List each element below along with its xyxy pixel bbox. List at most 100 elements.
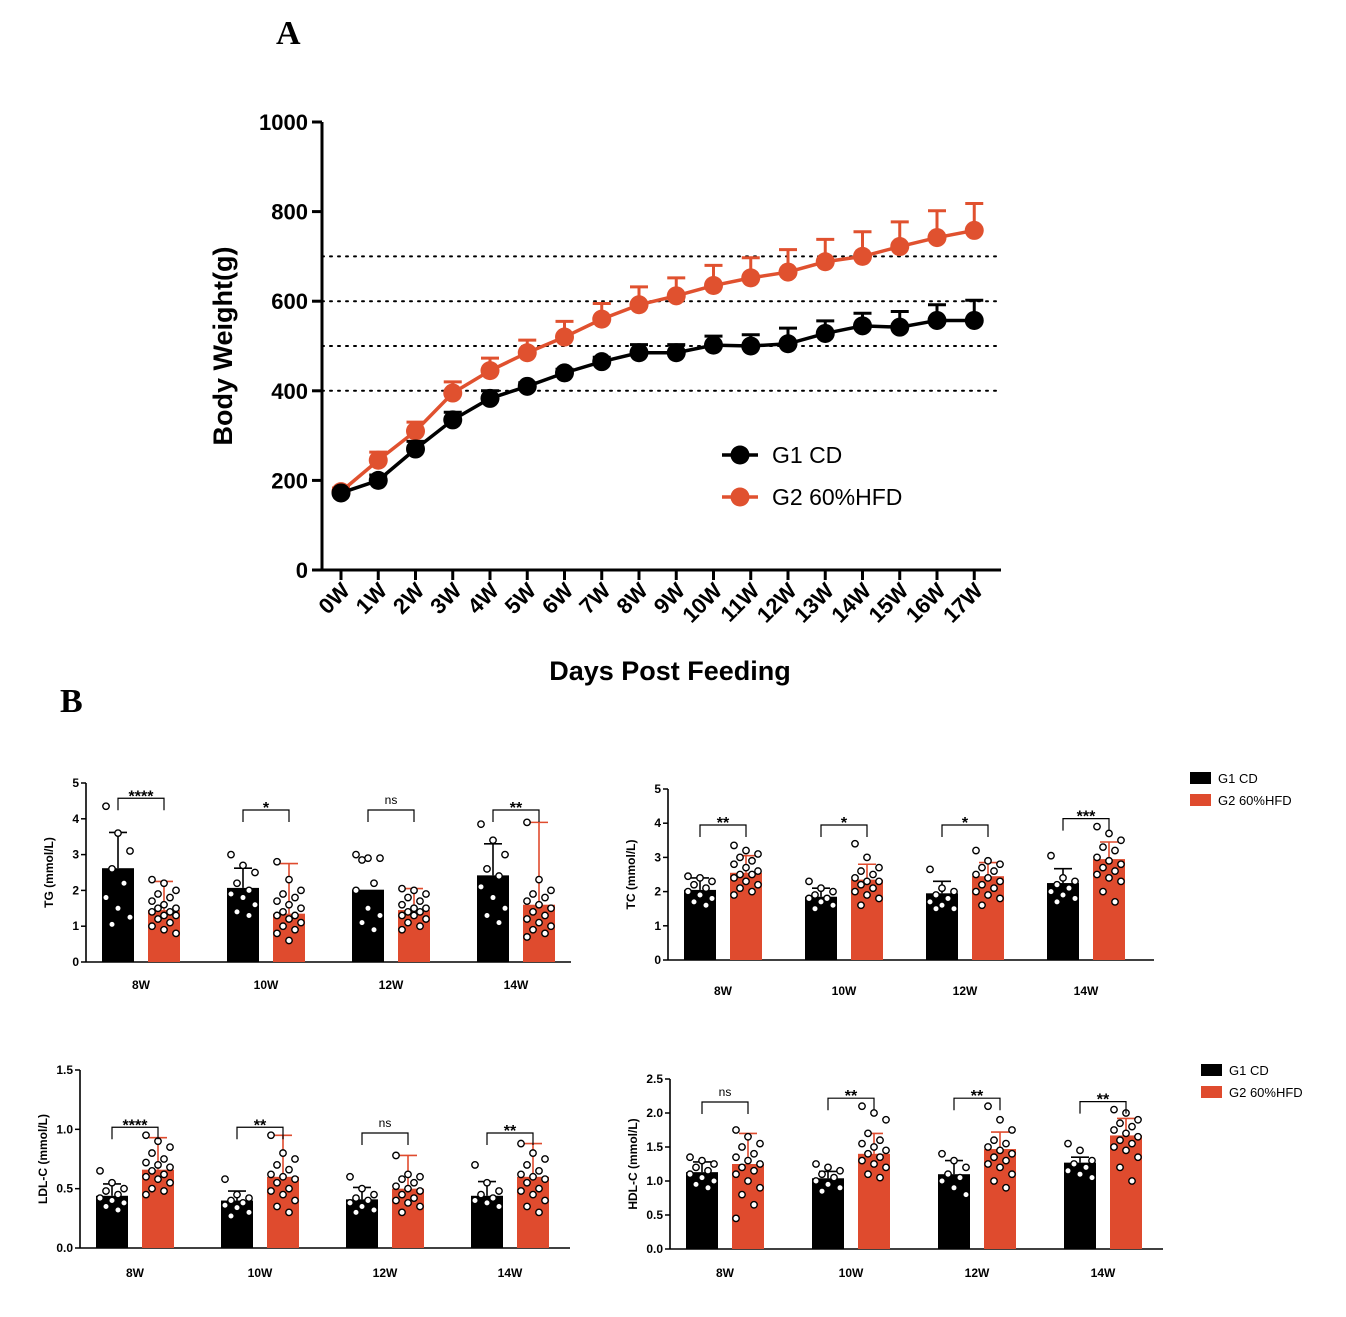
data-point [273,1161,281,1169]
data-point [1099,887,1107,896]
data-point [517,376,537,396]
ldl-bar-chart: 0.0 0.5 1.0 1.5 LDL-C (mmol/L) 8W **** 10W ** 12W… [36,1063,570,1280]
data-point [932,904,940,913]
data-point [708,894,716,903]
data-point [750,1166,758,1175]
x-tick-label: 12W [373,1266,398,1280]
data-point [416,1172,424,1181]
data-point [239,861,247,870]
data-point [443,383,463,403]
data-point [148,875,156,884]
data-point [996,860,1004,869]
data-point [750,1200,758,1209]
data-point [1002,1183,1010,1192]
data-point [477,1190,485,1199]
g2-hfd-bar-group [267,1131,299,1248]
data-point [352,1194,360,1203]
data-point [102,802,110,811]
data-point [1134,1115,1142,1124]
legend-swatch [1201,1064,1222,1076]
significance-bracket: ns [361,1116,409,1145]
g2-hfd-bar-group [858,1102,890,1249]
data-point [529,925,537,934]
data-point [279,907,287,916]
data-point [984,874,992,882]
panel-b-label: B [60,683,83,720]
series-line [339,228,975,493]
significance-bracket: **** [117,788,165,811]
data-point [523,1202,531,1211]
data-point [978,901,986,910]
data-point [172,911,180,920]
data-point [984,1143,992,1151]
significance-label: ns [379,1116,392,1130]
data-point [1105,856,1113,865]
data-point [358,856,366,864]
data-point [736,884,744,893]
data-point [541,911,549,920]
data-point [876,1153,884,1162]
data-point [160,911,168,920]
data-point [1128,1122,1136,1131]
data-point [882,1146,890,1155]
data-point [927,310,947,330]
g2-hfd-bar-group [732,1126,764,1249]
data-point [805,894,813,903]
legend-a: G1 CD G2 60%HFD [722,442,902,510]
data-point [120,1184,128,1193]
significance-label: **** [123,1117,149,1134]
data-point [555,363,574,383]
x-tick-label: 8W [126,1266,145,1280]
data-point [529,907,537,916]
significance-label: ** [254,1117,267,1134]
data-point [489,836,497,845]
data-point [690,897,698,906]
g1-cd-bar-group [346,1172,378,1248]
data-point [932,891,940,899]
data-point [352,850,360,859]
data-point [817,897,825,906]
g2-hfd-bar-group [142,1131,174,1248]
legend-marker [730,445,750,465]
data-point [285,1165,293,1174]
significance-bracket: ** [827,1088,875,1111]
data-point [245,1194,253,1203]
data-point [1064,1166,1072,1175]
y-tick-label: 400 [271,379,308,404]
y-tick-label: 200 [271,468,308,493]
data-point [984,1160,992,1168]
data-point [1134,1153,1142,1162]
data-point [547,886,555,895]
data-point [221,1201,229,1210]
data-point [541,1155,549,1163]
data-point [736,870,744,879]
data-point [245,1208,253,1217]
data-point [483,865,491,873]
data-point [368,470,388,490]
data-point [754,867,762,875]
data-point [541,929,549,938]
data-point [495,1202,503,1211]
data-point [851,887,859,896]
y-axis-label: HDL-C (mmol/L) [626,1118,640,1209]
data-point [529,1172,537,1181]
data-point [404,1170,412,1179]
data-point [148,1149,156,1157]
data-point [1093,853,1101,862]
data-point [142,1131,150,1140]
data-point [398,1208,406,1217]
data-point [148,907,156,916]
data-point [297,886,305,895]
data-point [742,846,750,855]
g1-cd-bar-group [686,1153,718,1249]
data-point [863,891,871,899]
data-point [251,868,259,877]
x-tick-label: 10W [677,578,727,628]
data-point [744,1156,752,1165]
data-point [732,1126,740,1134]
data-point [710,1160,718,1168]
data-point [817,884,825,893]
data-point [547,904,555,913]
x-tick-label: 6W [537,578,578,619]
